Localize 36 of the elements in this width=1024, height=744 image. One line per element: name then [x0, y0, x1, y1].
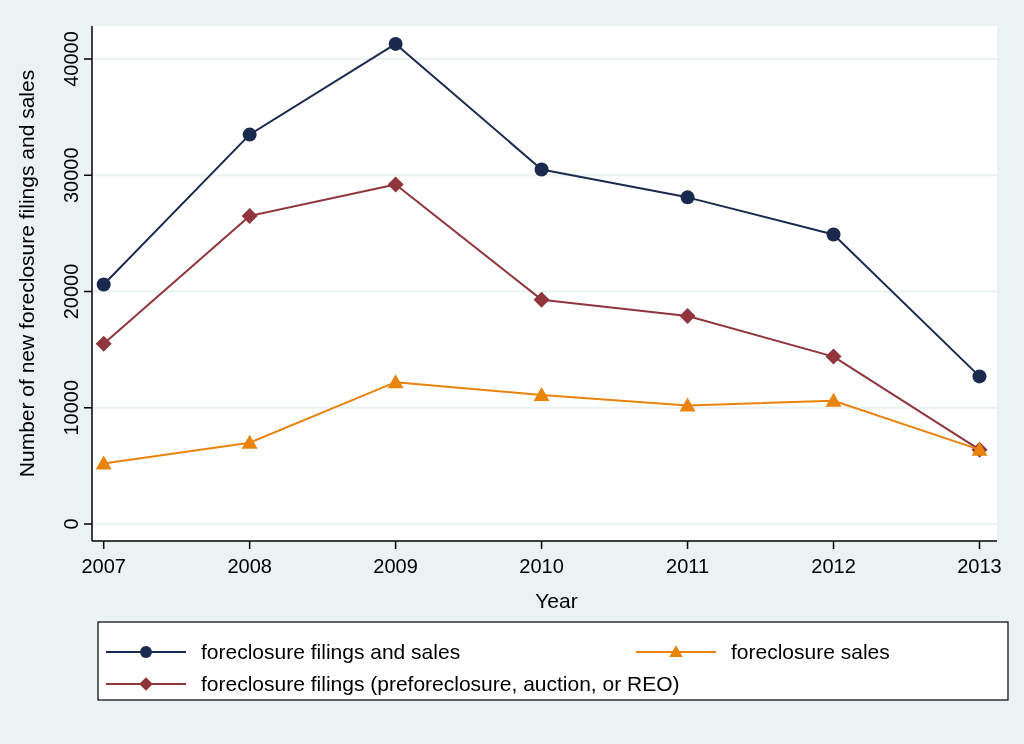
- x-axis-title: Year: [535, 589, 578, 612]
- point: [241, 434, 258, 449]
- point: [95, 335, 112, 352]
- legend-label: foreclosure filings (preforeclosure, auction, or REO): [201, 672, 680, 695]
- legend-label: foreclosure filings and sales: [201, 640, 461, 663]
- y-tick-label: 20000: [60, 263, 82, 320]
- x-tick-label: 2007: [81, 555, 126, 577]
- x-tick-label: 2009: [373, 555, 418, 577]
- x-tick-label: 2011: [666, 555, 710, 577]
- point: [533, 291, 550, 308]
- point: [825, 348, 842, 365]
- x-tick-label: 2010: [519, 555, 564, 577]
- point: [826, 227, 841, 242]
- point: [680, 190, 695, 205]
- point: [972, 369, 987, 384]
- point: [242, 127, 257, 142]
- x-tick-label: 2008: [227, 555, 272, 577]
- y-tick-label: 0: [60, 518, 82, 530]
- x-tick-label: 2013: [957, 555, 1002, 577]
- point: [825, 392, 842, 407]
- y-tick-label: 30000: [60, 147, 82, 204]
- legend-label: foreclosure sales: [731, 640, 890, 663]
- point: [387, 176, 404, 193]
- point: [241, 207, 258, 224]
- y-tick-label: 10000: [60, 379, 82, 436]
- point: [388, 36, 403, 51]
- y-axis-title: Number of new foreclosure filings and sales: [15, 69, 38, 478]
- point: [387, 374, 404, 389]
- point: [534, 162, 549, 177]
- point: [96, 277, 111, 292]
- point: [679, 397, 696, 412]
- point: [679, 307, 696, 324]
- x-tick-label: 2012: [811, 555, 856, 577]
- point: [95, 455, 112, 470]
- y-tick-label: 40000: [60, 31, 82, 87]
- point: [533, 386, 550, 401]
